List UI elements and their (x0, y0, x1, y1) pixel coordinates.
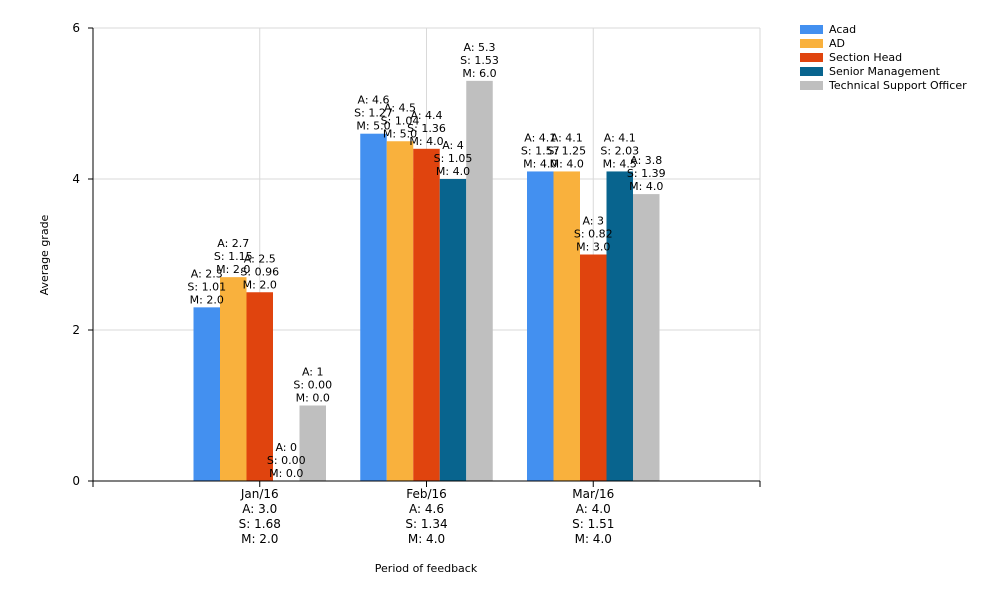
bar-label: A: 4.1 (604, 131, 636, 144)
legend-item: AD (800, 36, 967, 50)
bar (299, 405, 326, 481)
bar (466, 80, 493, 481)
legend-label: Section Head (829, 50, 903, 64)
bar-labels: A: 2.3S: 1.01M: 2.0A: 4.6S: 1.27M: 5.0A:… (187, 41, 665, 480)
axes (88, 27, 761, 487)
bar-label: S: 1.36 (407, 122, 446, 135)
bar-label: A: 4.1 (551, 131, 583, 144)
bar-label: M: 2.0 (190, 293, 224, 306)
legend-item: Acad (800, 22, 967, 36)
legend-label: AD (829, 36, 845, 50)
bar (439, 179, 467, 481)
bar-label: A: 4.4 (410, 109, 442, 122)
legend-item: Section Head (800, 50, 967, 64)
bar-label: M: 0.0 (269, 467, 303, 480)
bar-label: A: 3 (582, 215, 604, 228)
x-axis-title: Period of feedback (375, 562, 478, 575)
y-tick-label: 4 (72, 172, 80, 186)
legend-swatch (800, 66, 823, 76)
bar (360, 133, 387, 481)
bar-label: A: 4 (442, 139, 464, 152)
legend-swatch (800, 52, 823, 62)
bar (386, 141, 414, 481)
bar-label: M: 4.0 (523, 157, 557, 170)
legend-item: Senior Management (800, 64, 967, 78)
bar-label: S: 2.03 (600, 144, 639, 157)
bar-label: S: 0.00 (293, 379, 332, 392)
x-tick-label: S: 1.51 (572, 517, 614, 531)
bar-label: A: 2.3 (191, 267, 223, 280)
legend-item: Technical Support Officer (800, 78, 967, 92)
bar-label: M: 4.0 (436, 165, 470, 178)
bar-label: S: 1.15 (214, 250, 253, 263)
bar-label: S: 1.27 (354, 107, 393, 120)
legend-label: Senior Management (829, 64, 940, 78)
bar (413, 148, 440, 482)
bar-label: A: 0 (275, 441, 297, 454)
bar-label: M: 2.0 (216, 263, 250, 276)
bar-label: M: 0.0 (296, 392, 330, 405)
bar (633, 194, 660, 481)
bar-label: A: 4.1 (524, 131, 556, 144)
bar-label: A: 5.3 (463, 41, 495, 54)
bar-label: S: 0.00 (267, 454, 306, 467)
x-tick-label: M: 4.0 (575, 532, 612, 546)
bar-label: M: 3.0 (576, 241, 610, 254)
bar-label: M: 5.0 (356, 120, 390, 133)
bar (606, 171, 633, 481)
bars (193, 80, 660, 482)
bar-label: S: 0.82 (574, 228, 613, 241)
bar-label: M: 6.0 (462, 67, 496, 80)
legend-label: Acad (829, 22, 857, 36)
legend-swatch (800, 24, 823, 34)
x-tick-label: Feb/16 (406, 487, 447, 501)
legend-label: Technical Support Officer (829, 78, 967, 92)
bar-label: S: 1.39 (627, 167, 666, 180)
x-tick-label: A: 3.0 (242, 502, 277, 516)
bar (193, 307, 220, 481)
x-tick-label: Mar/16 (572, 487, 614, 501)
bar-label: A: 4.6 (357, 94, 389, 107)
y-tick-label: 0 (72, 474, 80, 488)
bar-label: S: 1.01 (187, 280, 226, 293)
bar-label: A: 2.5 (244, 252, 276, 265)
bar (580, 254, 607, 481)
bar-label: S: 1.05 (434, 152, 473, 165)
bar-label: A: 3.8 (630, 154, 662, 167)
bar (553, 171, 580, 481)
x-tick-label: M: 4.0 (408, 532, 445, 546)
legend: Acad AD Section Head Senior Management Techn… (800, 22, 967, 92)
bar (527, 171, 554, 481)
y-tick-label: 2 (72, 323, 80, 337)
bar-label: S: 0.96 (240, 265, 279, 278)
y-tick-label: 6 (72, 21, 80, 35)
bar-label: S: 1.25 (547, 144, 586, 157)
x-tick-label: A: 4.0 (576, 502, 611, 516)
bar-label: M: 4.0 (409, 135, 443, 148)
bar-label: A: 4.5 (384, 101, 416, 114)
bar-label: S: 1.57 (521, 144, 560, 157)
bar-label: A: 1 (302, 366, 324, 379)
bar (246, 292, 273, 481)
x-tick-label: Jan/16 (240, 487, 279, 501)
x-tick-label: S: 1.68 (239, 517, 281, 531)
bar-label: S: 1.04 (381, 114, 420, 127)
bar-label: M: 4.0 (550, 157, 584, 170)
x-tick-label: S: 1.34 (405, 517, 447, 531)
bar-label: M: 2.0 (243, 278, 277, 291)
legend-swatch (800, 80, 823, 90)
bar-label: M: 4.5 (603, 157, 637, 170)
x-tick-label: A: 4.6 (409, 502, 444, 516)
bar-label: S: 1.53 (460, 54, 499, 67)
bar-label: M: 4.0 (629, 180, 663, 193)
bar (220, 277, 247, 481)
y-tick-labels: 0 2 4 6 (72, 21, 80, 488)
x-tick-label: M: 2.0 (241, 532, 278, 546)
bar-label: A: 2.7 (217, 237, 249, 250)
y-axis-title: Average grade (38, 214, 51, 295)
bar-label: M: 5.0 (383, 127, 417, 140)
legend-swatch (800, 38, 823, 48)
